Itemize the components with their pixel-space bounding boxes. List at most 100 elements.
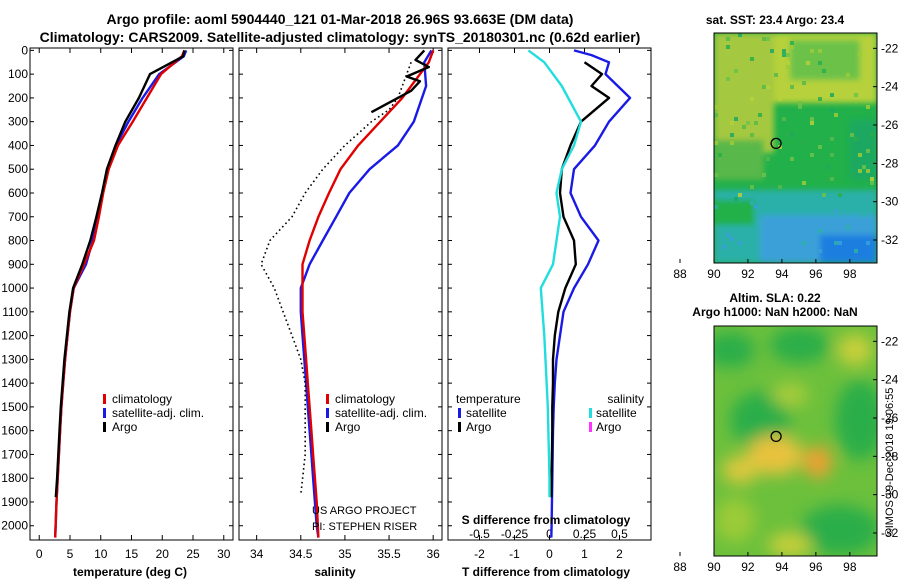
legend-swatch-satellite	[103, 408, 106, 418]
legend-group-salinity: salinity	[607, 392, 644, 406]
map-y-tick-label: -28	[881, 449, 899, 463]
sst-map-axes: 88 90 92 94 96 98 -22 -24 -26 -28 -30 -32	[673, 41, 898, 281]
map-x-tick-label: 94	[775, 560, 789, 574]
legend-label-temp-argo: Argo	[466, 420, 492, 434]
x-tick-label: 5	[67, 547, 74, 561]
x2-tick-label: -0.25	[501, 527, 529, 541]
salinity-difference-xlabel: S difference from climatology	[462, 513, 631, 527]
map-x-tick-label: 98	[843, 560, 857, 574]
depth-tick-label: 800	[8, 234, 28, 248]
x2-tick-label: -0.5	[469, 527, 490, 541]
legend-label-sal-argo: Argo	[596, 420, 622, 434]
depth-tick-label: 2000	[1, 519, 28, 533]
sst-map-frame	[713, 32, 878, 264]
x-tick-label: 1	[581, 547, 588, 561]
sla-map-title-line2: Argo h1000: NaN h2000: NaN	[692, 305, 857, 319]
legend-swatch-satellite	[326, 408, 329, 418]
depth-tick-label: 1400	[1, 376, 28, 390]
figure-title-line2: Climatology: CARS2009. Satellite-adjuste…	[40, 29, 641, 45]
legend-label-temp-satellite: satellite	[466, 406, 507, 420]
depth-tick-label: 1000	[1, 281, 28, 295]
x2-tick-label: 0.5	[611, 527, 628, 541]
map-y-tick-label: -22	[881, 334, 899, 348]
sla-map-image	[714, 326, 877, 556]
map-x-tick-label: 88	[673, 267, 687, 281]
legend-label-sal-satellite: satellite	[596, 406, 637, 420]
sst-map-image	[714, 33, 877, 263]
series-line-climatology	[301, 49, 435, 538]
difference-plot: -2 -1 0 1 2 -0.5 -0.25 0 0.25 0.5	[448, 48, 651, 561]
map-x-tick-label: 90	[707, 560, 721, 574]
legend-swatch-sal-argo	[589, 422, 592, 432]
series-line-argo	[54, 50, 186, 498]
x-tick-label: -2	[474, 547, 485, 561]
legend-label-argo: Argo	[335, 420, 361, 434]
project-annotation: US ARGO PROJECT	[312, 505, 417, 517]
map-x-tick-label: 88	[673, 560, 687, 574]
series-line-salinity-satellite	[527, 49, 583, 498]
footer-copyright: ©IMOS 19-Dec-2018 19:06:55	[884, 388, 896, 537]
x-tick-label: -1	[509, 547, 520, 561]
map-y-tick-label: -32	[881, 233, 899, 247]
series-line-argo-salinity-dotted	[260, 62, 412, 495]
legend-swatch-argo	[326, 422, 329, 432]
sst-map-title: sat. SST: 23.4 Argo: 23.4	[706, 13, 845, 27]
depth-tick-label: 500	[8, 162, 28, 176]
depth-tick-label: 1300	[1, 352, 28, 366]
depth-tick-label: 0	[21, 43, 28, 57]
depth-tick-label: 1100	[2, 305, 28, 319]
legend-swatch-climatology	[103, 394, 106, 404]
x-tick-label: 36	[426, 547, 440, 561]
legend-label-argo: Argo	[112, 420, 138, 434]
map-x-tick-label: 96	[809, 267, 823, 281]
salinity-legend: climatology satellite-adj. clim. Argo	[326, 392, 427, 434]
legend-label-climatology: climatology	[112, 392, 172, 406]
series-line-temperature-argo	[550, 61, 611, 498]
legend-label-satellite: satellite-adj. clim.	[112, 406, 204, 420]
map-y-tick-label: -28	[881, 156, 899, 170]
series-line-argo	[370, 49, 430, 114]
depth-tick-label: 1900	[1, 495, 28, 509]
temperature-legend: climatology satellite-adj. clim. Argo	[103, 392, 204, 434]
map-y-tick-label: -32	[881, 526, 899, 540]
depth-tick-label: 1500	[1, 400, 28, 414]
pi-annotation: PI: STEPHEN RISER	[312, 521, 417, 533]
legend-swatch-temp-argo	[458, 422, 461, 432]
legend-label-climatology: climatology	[335, 392, 395, 406]
x2-tick-label: 0	[546, 527, 553, 541]
legend-swatch-argo	[103, 422, 106, 432]
legend-swatch-climatology	[326, 394, 329, 404]
legend-swatch-sal-satellite	[589, 408, 592, 418]
legend-group-temperature: temperature	[456, 392, 521, 406]
sst-argo-location-marker	[770, 137, 782, 150]
map-x-tick-label: 96	[809, 560, 823, 574]
map-y-tick-label: -24	[881, 80, 899, 94]
depth-tick-label: 1200	[1, 329, 28, 343]
salinity-plot: 34 34.5 35 35.5 36	[239, 48, 442, 561]
x2-tick-label: 0.25	[573, 527, 597, 541]
depth-tick-label: 300	[8, 115, 28, 129]
depth-tick-label: 700	[8, 210, 28, 224]
x-tick-label: 2	[616, 547, 623, 561]
map-x-tick-label: 94	[775, 267, 789, 281]
temperature-xlabel: temperature (deg C)	[73, 565, 187, 579]
difference-legend: temperature satellite Argo salinity sate…	[456, 392, 644, 434]
series-line-satellite-adj-clim-	[299, 49, 433, 538]
map-x-tick-label: 92	[741, 560, 755, 574]
salinity-xlabel: salinity	[314, 565, 356, 579]
x-tick-label: 30	[217, 547, 231, 561]
x-tick-label: 35.5	[377, 547, 401, 561]
map-x-tick-label: 98	[843, 267, 857, 281]
depth-tick-label: 1600	[1, 424, 28, 438]
figure-title-line1: Argo profile: aoml 5904440_121 01-Mar-20…	[107, 11, 574, 27]
difference-xlabel: T difference from climatology	[462, 565, 630, 579]
sla-map-axes: 88 90 92 94 96 98 -22 -24 -26 -28 -30 -32	[673, 334, 898, 574]
x-tick-label: 34.5	[289, 547, 313, 561]
map-x-tick-label: 92	[741, 267, 755, 281]
depth-tick-label: 1700	[1, 447, 28, 461]
sla-argo-location-marker	[770, 430, 782, 443]
x-tick-label: 20	[156, 547, 170, 561]
depth-tick-label: 100	[8, 67, 28, 81]
